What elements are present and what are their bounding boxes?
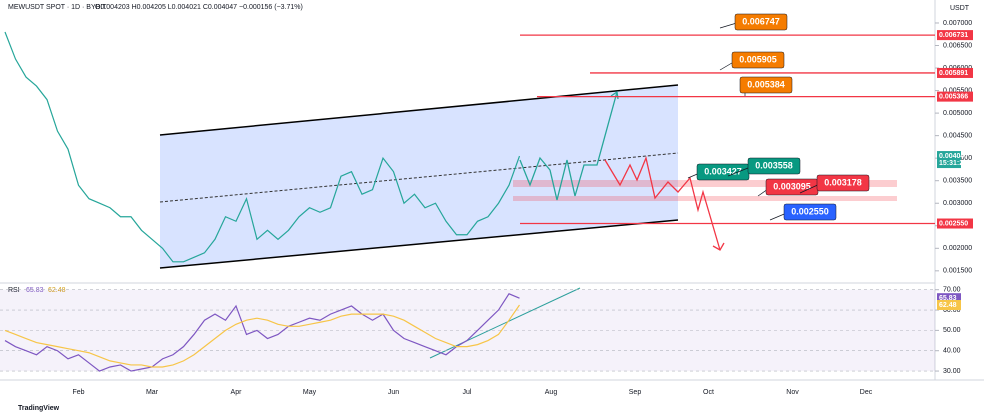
- rsi-band: [0, 289, 935, 372]
- projection-down: [604, 155, 721, 251]
- level-label: 0.002550: [939, 220, 968, 227]
- currency: USDT: [950, 5, 970, 12]
- x-tick-label: Oct: [703, 389, 714, 396]
- annotation-label: 0.003178: [824, 177, 862, 187]
- arrow-head: [712, 242, 725, 251]
- y-tick-label: 0.003500: [943, 178, 972, 185]
- x-tick-label: Mar: [146, 389, 159, 396]
- y-tick-label: 0.002000: [943, 245, 972, 252]
- price-line: [4, 31, 521, 263]
- channel-fill: [160, 85, 678, 268]
- zone: [513, 180, 897, 187]
- annotation-label: 0.003095: [773, 181, 811, 191]
- annotation-label: 0.003558: [755, 160, 793, 170]
- y-tick-label: 40.00: [943, 348, 961, 355]
- x-tick-label: Dec: [860, 389, 873, 396]
- symbol: MEWUSDT SPOT · 1D · BYBIT: [8, 4, 107, 11]
- brand: TradingView: [18, 405, 60, 412]
- level-tag: [937, 91, 973, 102]
- annotation-label: 0.005905: [739, 54, 777, 64]
- annotation-box: [783, 203, 837, 221]
- x-tick-label: Jul: [463, 389, 472, 396]
- level-label: 0.006731: [939, 32, 968, 39]
- rsi-line: [4, 304, 520, 368]
- channel-mid: [159, 152, 679, 203]
- x-tick-label: Apr: [231, 389, 243, 396]
- rsi-line: [4, 293, 520, 372]
- rsi-value: 65.83: [26, 287, 44, 294]
- channel-bottom: [159, 219, 679, 269]
- level-label: 0.005366: [939, 93, 968, 100]
- last-value-tag: [937, 151, 961, 169]
- annotation-box: [816, 174, 870, 192]
- last-value-label: 62.48: [939, 302, 957, 309]
- y-tick-label: 60.00: [943, 307, 961, 314]
- rsi-title: RSI: [8, 287, 20, 294]
- y-tick-label: 70.00: [943, 287, 961, 294]
- annotation-label: 0.002550: [791, 206, 829, 216]
- y-tick-label: 0.005000: [943, 110, 972, 117]
- last-value-tag: [937, 293, 961, 304]
- channel-top: [159, 84, 679, 136]
- annotation-box: [731, 51, 785, 69]
- y-tick-label: 50.00: [943, 327, 961, 334]
- y-tick-label: 0.004500: [943, 132, 972, 139]
- x-tick-label: May: [303, 389, 317, 396]
- level-tag: [937, 67, 973, 78]
- x-tick-label: Jun: [388, 389, 399, 396]
- level-label: 0.005891: [939, 70, 968, 77]
- level-tag: [937, 218, 973, 229]
- annotation-box: [747, 157, 801, 175]
- y-tick-label: 0.005500: [943, 87, 972, 94]
- annotation-box: [739, 76, 793, 94]
- ohlc: O0.004203 H0.004205 L0.004021 C0.004047 …: [95, 4, 303, 11]
- countdown: 15:31:25: [939, 160, 967, 167]
- annotation-label: 0.003427: [704, 166, 742, 176]
- x-tick-label: Feb: [72, 389, 84, 396]
- rsi-ma-value: 62.48: [48, 287, 66, 294]
- y-tick-label: 0.006500: [943, 42, 972, 49]
- last-value-label: 65.83: [939, 295, 957, 302]
- y-tick-label: 0.003000: [943, 200, 972, 207]
- last-value-tag: [937, 300, 961, 311]
- y-tick-label: 0.007000: [943, 20, 972, 27]
- annotation-label: 0.006747: [742, 16, 780, 26]
- x-tick-label: Nov: [786, 389, 799, 396]
- y-tick-label: 30.00: [943, 368, 961, 375]
- last-value-label: 0.004047: [939, 153, 968, 160]
- projection-up: [519, 91, 618, 201]
- x-tick-label: Aug: [545, 389, 558, 396]
- y-tick-label: 0.001500: [943, 268, 972, 275]
- level-tag: [937, 30, 973, 41]
- x-tick-label: Sep: [629, 389, 642, 396]
- annotation-label: 0.005384: [747, 79, 785, 89]
- annotation-box: [734, 13, 788, 31]
